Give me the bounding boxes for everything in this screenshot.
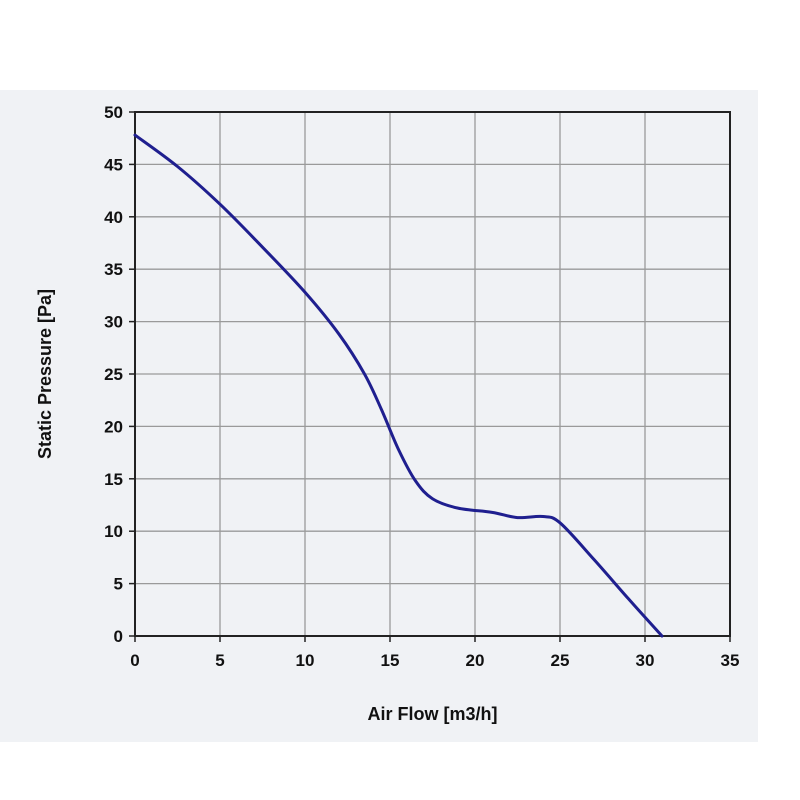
grid [134,111,731,637]
x-tick-label: 5 [215,651,224,670]
x-axis-ticks: 0 5 10 15 20 25 30 35 [130,636,739,670]
x-tick-label: 15 [381,651,400,670]
y-axis-ticks: 0 5 10 15 20 25 30 35 40 45 50 [104,103,135,646]
x-tick-label: 0 [130,651,139,670]
y-tick-label: 0 [114,627,123,646]
y-tick-label: 5 [114,575,123,594]
y-tick-label: 45 [104,155,123,174]
y-tick-label: 15 [104,470,123,489]
x-tick-label: 25 [551,651,570,670]
y-axis-title: Static Pressure [Pa] [35,289,55,459]
x-tick-label: 30 [636,651,655,670]
y-tick-label: 30 [104,313,123,332]
x-tick-label: 35 [721,651,740,670]
chart-background-panel [0,90,758,742]
y-tick-label: 40 [104,208,123,227]
y-tick-label: 20 [104,417,123,436]
x-tick-label: 20 [466,651,485,670]
y-tick-label: 50 [104,103,123,122]
pressure-curve-line [133,133,664,638]
y-tick-label: 25 [104,365,123,384]
y-tick-label: 10 [104,522,123,541]
x-tick-label: 10 [296,651,315,670]
y-tick-label: 35 [104,260,123,279]
x-axis-title: Air Flow [m3/h] [368,704,498,724]
